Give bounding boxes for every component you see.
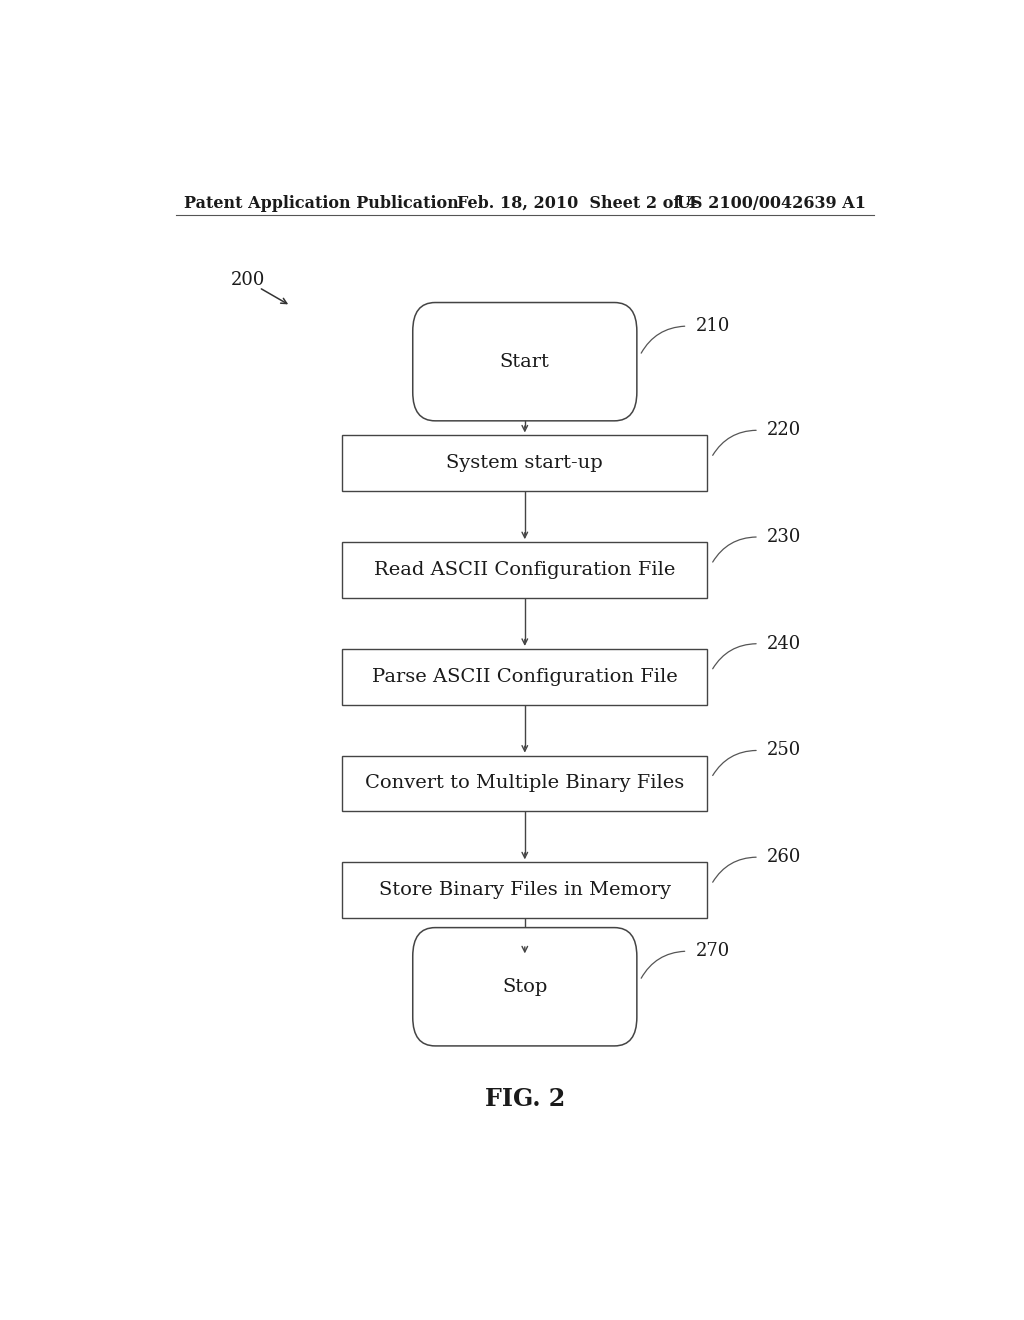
FancyBboxPatch shape bbox=[413, 302, 637, 421]
Text: FIG. 2: FIG. 2 bbox=[484, 1086, 565, 1110]
Text: Parse ASCII Configuration File: Parse ASCII Configuration File bbox=[372, 668, 678, 686]
FancyBboxPatch shape bbox=[342, 862, 708, 919]
Text: Feb. 18, 2010  Sheet 2 of 4: Feb. 18, 2010 Sheet 2 of 4 bbox=[458, 194, 697, 211]
FancyBboxPatch shape bbox=[413, 928, 637, 1045]
Text: 250: 250 bbox=[767, 742, 801, 759]
FancyBboxPatch shape bbox=[342, 543, 708, 598]
Text: Patent Application Publication: Patent Application Publication bbox=[183, 194, 459, 211]
Text: 210: 210 bbox=[695, 317, 730, 335]
Text: 200: 200 bbox=[231, 272, 265, 289]
Text: 260: 260 bbox=[767, 849, 801, 866]
Text: 220: 220 bbox=[767, 421, 801, 440]
Text: 240: 240 bbox=[767, 635, 801, 652]
FancyBboxPatch shape bbox=[342, 649, 708, 705]
Text: Read ASCII Configuration File: Read ASCII Configuration File bbox=[374, 561, 676, 579]
FancyBboxPatch shape bbox=[342, 755, 708, 812]
Text: System start-up: System start-up bbox=[446, 454, 603, 473]
Text: Convert to Multiple Binary Files: Convert to Multiple Binary Files bbox=[366, 775, 684, 792]
Text: Start: Start bbox=[500, 352, 550, 371]
FancyBboxPatch shape bbox=[342, 436, 708, 491]
Text: Stop: Stop bbox=[502, 978, 548, 995]
Text: Store Binary Files in Memory: Store Binary Files in Memory bbox=[379, 882, 671, 899]
Text: US 2100/0042639 A1: US 2100/0042639 A1 bbox=[677, 194, 866, 211]
Text: 270: 270 bbox=[695, 942, 730, 960]
Text: 230: 230 bbox=[767, 528, 801, 546]
